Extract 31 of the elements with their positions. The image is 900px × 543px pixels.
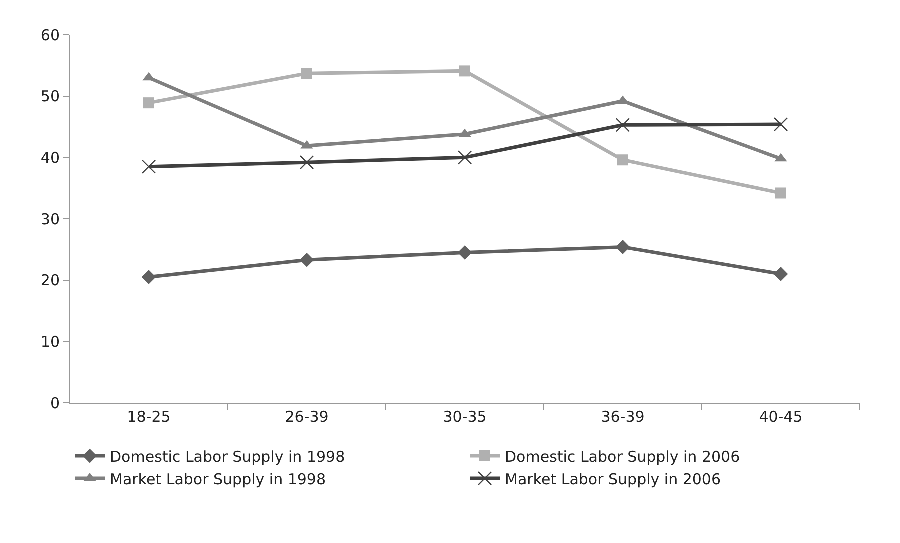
legend-label: Domestic Labor Supply in 1998 [110,448,346,466]
y-tick-label: 0 [50,394,60,412]
point [460,66,470,77]
point [774,267,788,282]
point [300,252,314,268]
y-tick-label: 50 [40,88,60,106]
x-tick-label: 26-39 [285,408,329,426]
point [458,246,472,260]
legend-label: Domestic Labor Supply in 2006 [505,448,740,466]
x-tick-label: 36-39 [601,408,645,426]
point [142,270,156,284]
point [458,150,472,165]
y-tick-label: 40 [40,148,60,167]
legend-label: Market Labor Supply in 2006 [505,470,722,488]
y-tick-label: 20 [40,272,60,290]
point [618,154,628,166]
legend-label: Market Labor Supply in 1998 [110,470,326,488]
point [144,98,154,109]
point [142,160,156,174]
y-tick-label: 60 [40,26,60,44]
point [302,68,312,80]
point [776,188,786,199]
point [774,117,788,132]
y-tick-label: 10 [40,332,60,351]
point [616,240,630,254]
x-tick-label: 30-35 [443,408,487,426]
point [616,118,630,132]
x-tick-label: 40-45 [759,408,803,426]
x-tick-label: 18-25 [127,408,171,426]
y-tick-label: 30 [40,210,60,228]
point [300,155,314,170]
